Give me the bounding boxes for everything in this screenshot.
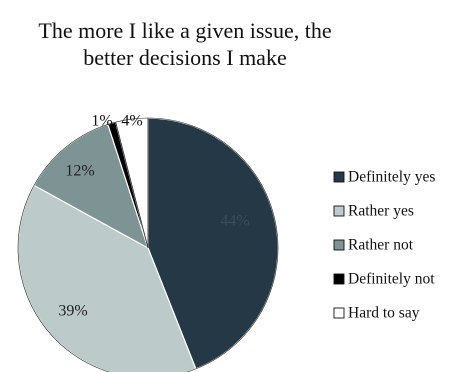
pie-slices xyxy=(18,118,278,372)
data-label-definitely-not: 1% xyxy=(91,113,112,130)
legend-label-rather-yes: Rather yes xyxy=(348,203,414,220)
legend-label-definitely-yes: Definitely yes xyxy=(348,169,435,186)
legend-label-hard-to-say: Hard to say xyxy=(348,305,420,322)
legend-swatch-rather-yes xyxy=(334,206,344,216)
data-label-hard-to-say: 4% xyxy=(121,113,142,130)
chart-title-line-1: The more I like a given issue, the xyxy=(38,18,331,43)
chart-title-line-2: better decisions I make xyxy=(83,45,286,70)
legend-swatch-definitely-yes xyxy=(334,172,344,182)
legend-label-rather-not: Rather not xyxy=(348,237,414,254)
legend-swatch-hard-to-say xyxy=(334,308,344,318)
data-label-definitely-yes: 44% xyxy=(220,213,249,230)
data-label-rather-yes: 39% xyxy=(58,303,87,320)
data-label-rather-not: 12% xyxy=(65,163,94,180)
legend-label-definitely-not: Definitely not xyxy=(348,271,435,288)
legend-swatch-definitely-not xyxy=(334,274,344,284)
chart-legend: Definitely yes Rather yes Rather not Defini… xyxy=(334,169,435,322)
legend-swatch-rather-not xyxy=(334,240,344,250)
